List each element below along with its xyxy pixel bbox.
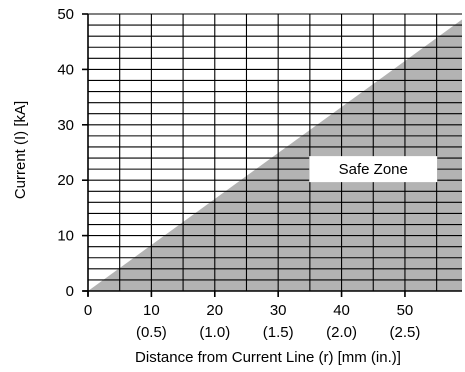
x-tick-label-inches: (2.5) [390,324,421,341]
y-tick-label: 0 [66,283,74,300]
y-tick-label: 10 [57,228,74,245]
y-tick-label: 40 [57,61,74,78]
safe-zone-fill [88,19,462,291]
x-axis-label: Distance from Current Line (r) [mm (in.)… [135,349,401,366]
x-tick-label: 40 [333,302,350,319]
x-tick-label-inches: (0.5) [136,324,167,341]
x-tick-label: 10 [143,302,160,319]
x-tick-label: 0 [84,302,92,319]
x-tick-label-inches: (1.5) [263,324,294,341]
safe-zone-label: Safe Zone [339,161,408,178]
x-tick-label-inches: (2.0) [326,324,357,341]
grid [88,13,462,291]
x-tick-label: 50 [397,302,414,319]
safe-zone-area [88,19,462,291]
y-tick-label: 50 [57,6,74,23]
annotations: Safe Zone [309,156,438,183]
x-tick-label: 30 [270,302,287,319]
y-tick-label: 20 [57,172,74,189]
y-axis-label: Current (I) [kA] [12,101,29,199]
y-tick-label: 30 [57,117,74,134]
tick-labels: 0 10 20 30 40 50 0 10 (0.5) 20 (1.0) 30 (1.5) 40 (2.0)… [57,6,420,341]
axes [82,13,462,297]
x-tick-label: 20 [206,302,223,319]
x-tick-label-inches: (1.0) [199,324,230,341]
safe-zone-label-box [309,156,438,183]
